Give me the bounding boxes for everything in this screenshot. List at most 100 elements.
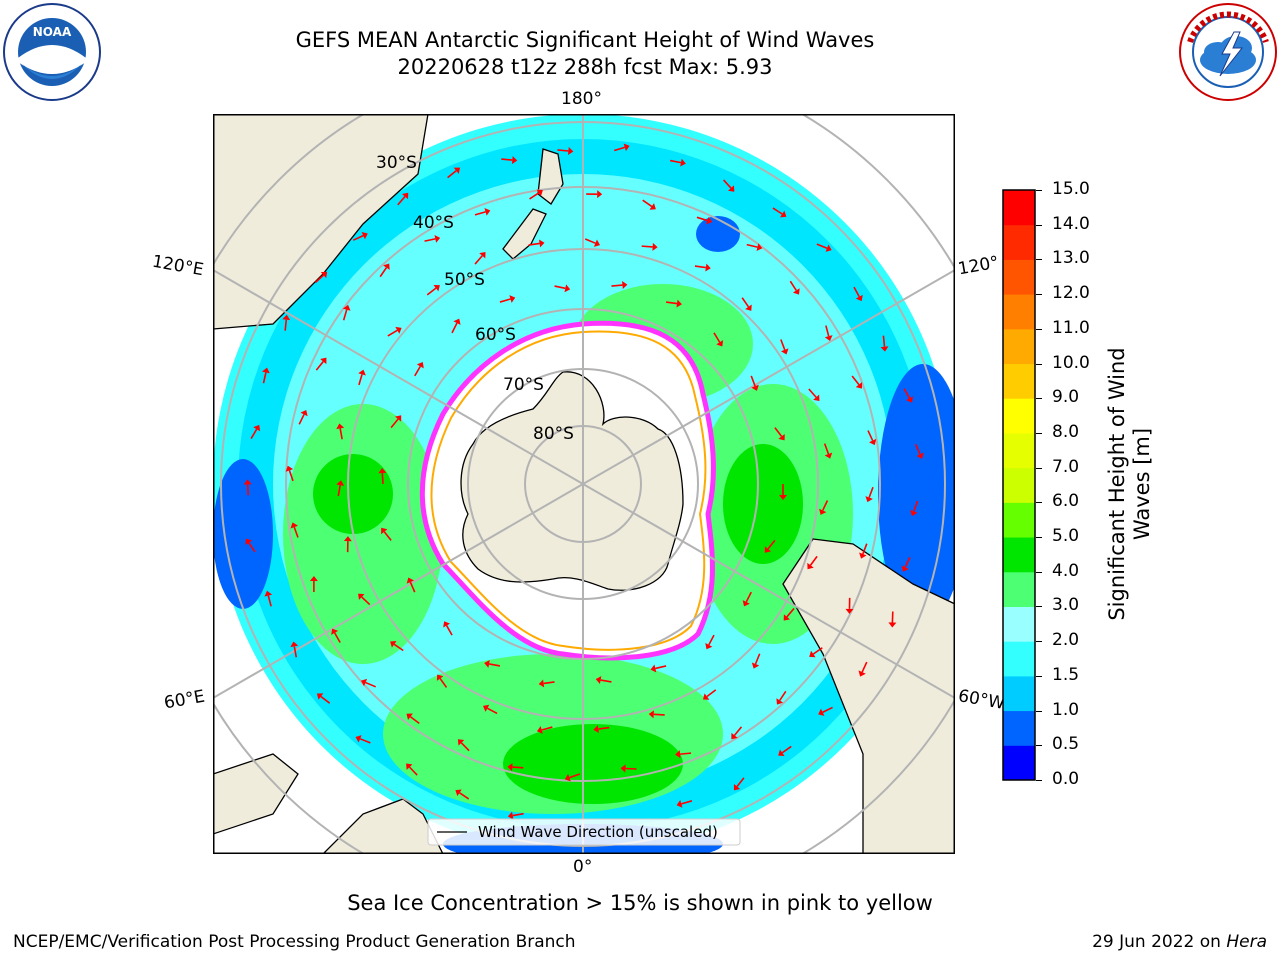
colorbar-tick-label: 9.0 xyxy=(1052,387,1080,408)
wind-arrow-shaft xyxy=(293,526,299,538)
wind-arrow-shaft xyxy=(882,335,886,347)
wind-arrow-shaft xyxy=(488,663,501,667)
wind-arrow-head xyxy=(320,271,328,279)
wind-arrow-head xyxy=(538,679,545,688)
wind-arrow-shaft xyxy=(569,773,581,779)
wind-arrow-head xyxy=(443,621,451,628)
wind-arrow-shaft xyxy=(774,427,783,437)
wind-arrow-shaft xyxy=(741,297,750,308)
wind-arrow-head xyxy=(253,424,261,432)
wind-arrow-shaft xyxy=(584,238,596,244)
wind-arrow-head xyxy=(652,242,658,251)
colorbar-tick-mark xyxy=(1036,710,1042,712)
colorbar-tick-mark xyxy=(1036,571,1042,573)
colorbar-band xyxy=(1003,190,1035,226)
wind-arrow-head xyxy=(824,335,833,342)
wind-arrow-shaft xyxy=(460,742,470,752)
colorbar-tick-mark xyxy=(1036,537,1042,539)
wind-arrow-head xyxy=(906,396,914,403)
wind-arrow-head xyxy=(394,415,402,422)
wind-arrow-head xyxy=(731,732,738,740)
wind-arrow-shaft xyxy=(733,726,743,736)
lat-label-50s: 50°S xyxy=(444,270,485,290)
wind-arrow-shaft xyxy=(914,443,921,455)
wind-arrow-head xyxy=(336,423,345,430)
wind-arrow-head xyxy=(745,304,752,311)
wind-arrow-head xyxy=(433,284,440,292)
wind-arrow-shaft xyxy=(512,812,524,817)
antarctic-map: Wind Wave Direction (unscaled) xyxy=(213,114,955,854)
wind-arrow-head xyxy=(676,299,682,308)
wind-arrow-shaft xyxy=(754,653,761,665)
wind-arrow-head xyxy=(381,527,388,535)
lat-label-70s: 70°S xyxy=(503,375,544,395)
colorbar-tick-mark xyxy=(1036,328,1042,330)
wind-arrow-head xyxy=(792,288,800,295)
wind-arrow-shaft xyxy=(342,309,348,321)
colorbar-band xyxy=(1003,537,1035,573)
wind-arrow-head xyxy=(845,608,854,614)
colorbar-tick-mark xyxy=(1036,190,1042,191)
wind-arrow-shaft xyxy=(822,500,829,511)
wind-arrow-shaft xyxy=(642,199,653,208)
australia-land xyxy=(213,114,429,330)
wind-arrow-shaft xyxy=(284,319,288,331)
wind-arrow-shaft xyxy=(861,661,868,673)
footer-branch: NCEP/EMC/Verification Post Processing Pr… xyxy=(13,932,576,952)
lat-label-30s: 30°S xyxy=(376,153,417,173)
wind-arrow-shaft xyxy=(529,192,540,200)
wind-arrow-head xyxy=(401,192,409,200)
wind-arrow-head xyxy=(507,811,514,820)
colorbar-tick-label: 6.0 xyxy=(1052,491,1080,512)
wind-arrow-shaft xyxy=(625,767,637,770)
wind-arrow-head xyxy=(453,167,461,174)
wind-arrow-head xyxy=(764,546,772,553)
wind-arrow-shaft xyxy=(809,555,818,566)
wind-arrow-shaft xyxy=(722,179,732,189)
colorbar-tick-mark xyxy=(1036,745,1042,747)
colorbar-band xyxy=(1003,502,1035,538)
wind-wave-arrows xyxy=(243,143,924,820)
wind-arrow-head xyxy=(776,698,784,705)
wind-arrow-head xyxy=(511,156,518,165)
wind-arrow-shaft xyxy=(474,255,483,265)
wind-arrow-shaft xyxy=(745,591,752,603)
colorbar-band xyxy=(1003,675,1035,712)
wind-arrow-shaft xyxy=(822,706,833,713)
colorbar-band xyxy=(1003,432,1035,469)
colorbar-tick-label: 14.0 xyxy=(1052,213,1090,234)
wind-arrow-shaft xyxy=(554,285,566,290)
wind-arrow-head xyxy=(285,465,294,472)
wind-arrow-head xyxy=(390,640,397,648)
wind-arrow-shaft xyxy=(611,284,623,287)
wind-arrow-shaft xyxy=(713,332,721,343)
colorbar-tick-label: 1.5 xyxy=(1052,664,1080,685)
wind-arrow-shaft xyxy=(293,646,298,658)
wind-arrow-head xyxy=(567,147,574,155)
wind-arrow-shaft xyxy=(868,486,874,498)
wind-arrow-shaft xyxy=(459,792,470,800)
wind-arrow-shaft xyxy=(736,777,745,787)
wind-arrow-head xyxy=(649,203,656,210)
wind-arrow-head xyxy=(648,710,654,719)
wind-arrow-head xyxy=(676,800,683,808)
wind-arrow-head xyxy=(622,281,628,290)
wind-arrow-shaft xyxy=(267,595,272,607)
wind-arrow-shaft xyxy=(390,418,399,429)
wind-arrow-head xyxy=(564,284,571,293)
colorbar xyxy=(1002,189,1036,781)
wind-arrow-shaft xyxy=(706,689,717,698)
wind-arrow-head xyxy=(780,348,789,355)
wind-arrow-head xyxy=(751,662,760,669)
colorbar-tick-label: 0.5 xyxy=(1052,734,1080,755)
wind-arrow-shaft xyxy=(379,267,388,278)
wind-arrow-shaft xyxy=(825,325,830,337)
wind-arrow-head xyxy=(336,480,345,486)
wind-arrow-head xyxy=(282,314,291,321)
wind-arrow-shaft xyxy=(557,149,569,152)
wind-arrow-head xyxy=(290,641,299,648)
colorbar-band xyxy=(1003,641,1035,677)
antarctica-land xyxy=(460,371,684,591)
wind-arrow-shaft xyxy=(333,632,341,643)
wind-arrow-head xyxy=(733,783,741,791)
